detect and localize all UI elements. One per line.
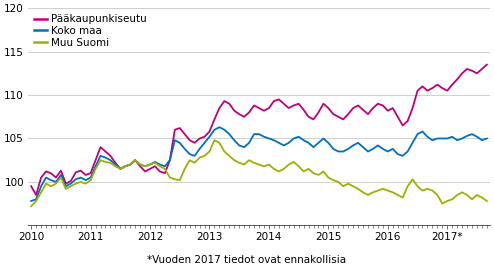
Pääkaupunkiseutu — [350, 107, 356, 110]
Line: Pääkaupunkiseutu: Pääkaupunkiseutu — [31, 65, 487, 195]
Muu Suomi — [123, 165, 128, 168]
Koko maa — [87, 176, 93, 179]
Pääkaupunkiseutu — [33, 193, 39, 197]
Line: Muu Suomi: Muu Suomi — [31, 140, 487, 206]
Pääkaupunkiseutu — [261, 109, 267, 112]
Legend: Pääkaupunkiseutu, Koko maa, Muu Suomi: Pääkaupunkiseutu, Koko maa, Muu Suomi — [34, 13, 148, 48]
Pääkaupunkiseutu — [108, 154, 114, 157]
Pääkaupunkiseutu — [28, 185, 34, 188]
Koko maa — [28, 200, 34, 203]
Pääkaupunkiseutu — [395, 115, 401, 118]
Muu Suomi — [103, 160, 109, 164]
Koko maa — [350, 144, 356, 147]
Koko maa — [484, 137, 490, 140]
Line: Koko maa: Koko maa — [31, 127, 487, 201]
Koko maa — [216, 126, 222, 129]
Muu Suomi — [350, 185, 356, 188]
Muu Suomi — [87, 179, 93, 182]
Koko maa — [123, 165, 128, 168]
Koko maa — [261, 135, 267, 138]
Muu Suomi — [211, 139, 217, 142]
Pääkaupunkiseutu — [127, 163, 133, 166]
Pääkaupunkiseutu — [484, 63, 490, 66]
Muu Suomi — [28, 205, 34, 208]
Muu Suomi — [395, 193, 401, 197]
Muu Suomi — [261, 165, 267, 168]
Text: *Vuoden 2017 tiedot ovat ennakollisia: *Vuoden 2017 tiedot ovat ennakollisia — [147, 255, 347, 265]
Pääkaupunkiseutu — [92, 158, 98, 162]
Koko maa — [395, 153, 401, 156]
Muu Suomi — [484, 200, 490, 203]
Koko maa — [103, 156, 109, 159]
